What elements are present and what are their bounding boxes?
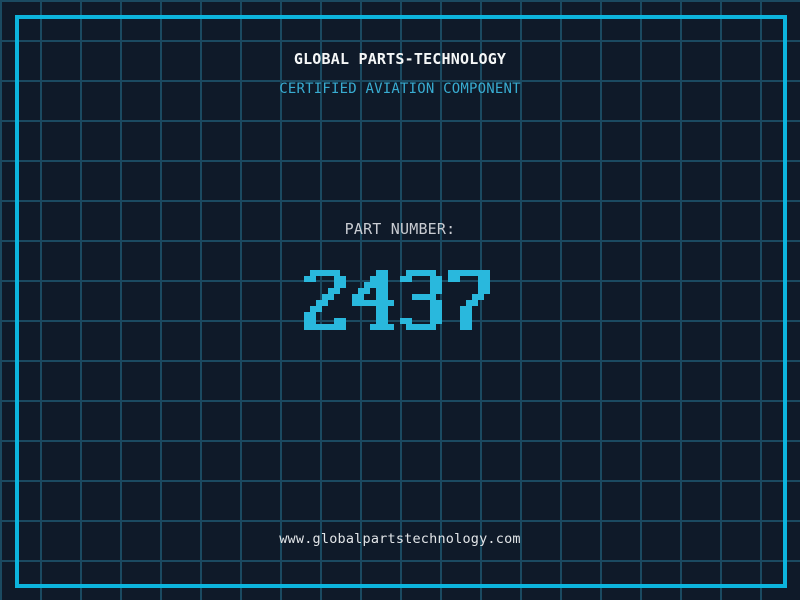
part-number-value (0, 270, 800, 330)
company-title: GLOBAL PARTS-TECHNOLOGY (293, 50, 507, 68)
part-number-label: PART NUMBER: (344, 220, 456, 238)
website-url: www.globalpartstechnology.com (279, 531, 521, 547)
certification-subtitle: CERTIFIED AVIATION COMPONENT (279, 81, 521, 97)
